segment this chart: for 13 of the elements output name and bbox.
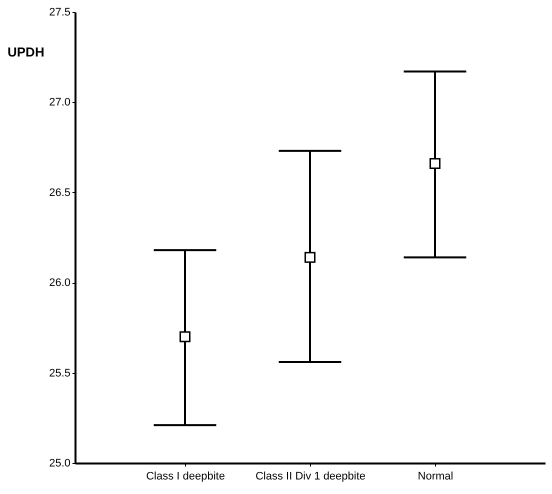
y-tick-label: 27.0 xyxy=(49,96,70,109)
y-tick-label: 25.5 xyxy=(49,367,70,380)
y-tick-label: 26.5 xyxy=(49,186,70,199)
point xyxy=(180,331,190,342)
x-tick-label: Class II Div 1 deepbite xyxy=(255,470,366,482)
y-axis-title: UPDH xyxy=(8,44,44,60)
x-tick-label: Normal xyxy=(418,470,454,482)
y-tick-label: 25.0 xyxy=(49,458,70,470)
y-tick-label: 26.0 xyxy=(49,277,70,290)
point xyxy=(304,252,316,263)
x-tick-label: Class I deepbite xyxy=(146,470,225,482)
y-tick-label: 27.5 xyxy=(49,6,70,18)
point xyxy=(430,158,440,170)
